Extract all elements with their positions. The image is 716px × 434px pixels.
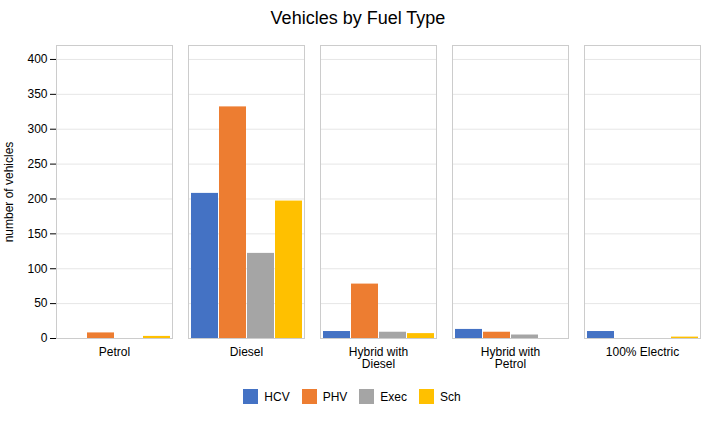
- svg-text:150: 150: [27, 227, 47, 241]
- svg-text:400: 400: [27, 52, 47, 66]
- svg-text:250: 250: [27, 157, 47, 171]
- html-text:Sch: Sch: [440, 389, 461, 404]
- html-text:Exec: Exec: [380, 389, 407, 404]
- svg-text:350: 350: [27, 87, 47, 101]
- svg-text:100% Electric: 100% Electric: [606, 345, 679, 359]
- svg-text:Petrol: Petrol: [99, 345, 130, 359]
- html-text:Vehicles by Fuel Type: Vehicles by Fuel Type: [270, 8, 446, 28]
- svg-text:300: 300: [27, 122, 47, 136]
- svg-text:Hybrid withPetrol: Hybrid withPetrol: [481, 345, 540, 371]
- svg-text:number of vehicles: number of vehicles: [2, 142, 16, 243]
- html-text:HCV: HCV: [264, 389, 290, 404]
- svg-text:50: 50: [34, 296, 48, 310]
- svg-text:0: 0: [41, 331, 48, 345]
- svg-text:Hybrid withDiesel: Hybrid withDiesel: [349, 345, 408, 371]
- svg-text:100: 100: [27, 262, 47, 276]
- svg-text:200: 200: [27, 192, 47, 206]
- svg-text:Diesel: Diesel: [230, 345, 263, 359]
- html-text:PHV: PHV: [322, 389, 348, 404]
